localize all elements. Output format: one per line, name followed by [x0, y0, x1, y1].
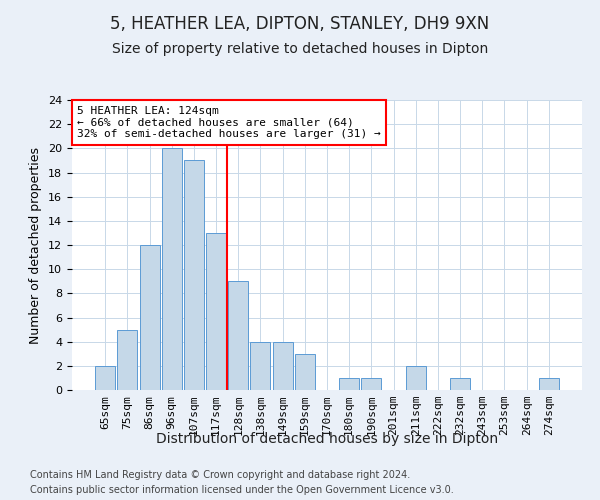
- Bar: [206, 233, 226, 390]
- Bar: [361, 378, 382, 390]
- Y-axis label: Number of detached properties: Number of detached properties: [29, 146, 43, 344]
- Text: Contains public sector information licensed under the Open Government Licence v3: Contains public sector information licen…: [30, 485, 454, 495]
- Text: 5, HEATHER LEA, DIPTON, STANLEY, DH9 9XN: 5, HEATHER LEA, DIPTON, STANLEY, DH9 9XN: [110, 15, 490, 33]
- Text: Distribution of detached houses by size in Dipton: Distribution of detached houses by size …: [156, 432, 498, 446]
- Bar: [250, 342, 271, 390]
- Bar: [272, 342, 293, 390]
- Bar: [295, 354, 315, 390]
- Bar: [228, 281, 248, 390]
- Bar: [162, 148, 182, 390]
- Bar: [406, 366, 426, 390]
- Bar: [118, 330, 137, 390]
- Text: 5 HEATHER LEA: 124sqm
← 66% of detached houses are smaller (64)
32% of semi-deta: 5 HEATHER LEA: 124sqm ← 66% of detached …: [77, 106, 381, 139]
- Bar: [140, 245, 160, 390]
- Bar: [450, 378, 470, 390]
- Bar: [339, 378, 359, 390]
- Text: Size of property relative to detached houses in Dipton: Size of property relative to detached ho…: [112, 42, 488, 56]
- Bar: [95, 366, 115, 390]
- Text: Contains HM Land Registry data © Crown copyright and database right 2024.: Contains HM Land Registry data © Crown c…: [30, 470, 410, 480]
- Bar: [539, 378, 559, 390]
- Bar: [184, 160, 204, 390]
